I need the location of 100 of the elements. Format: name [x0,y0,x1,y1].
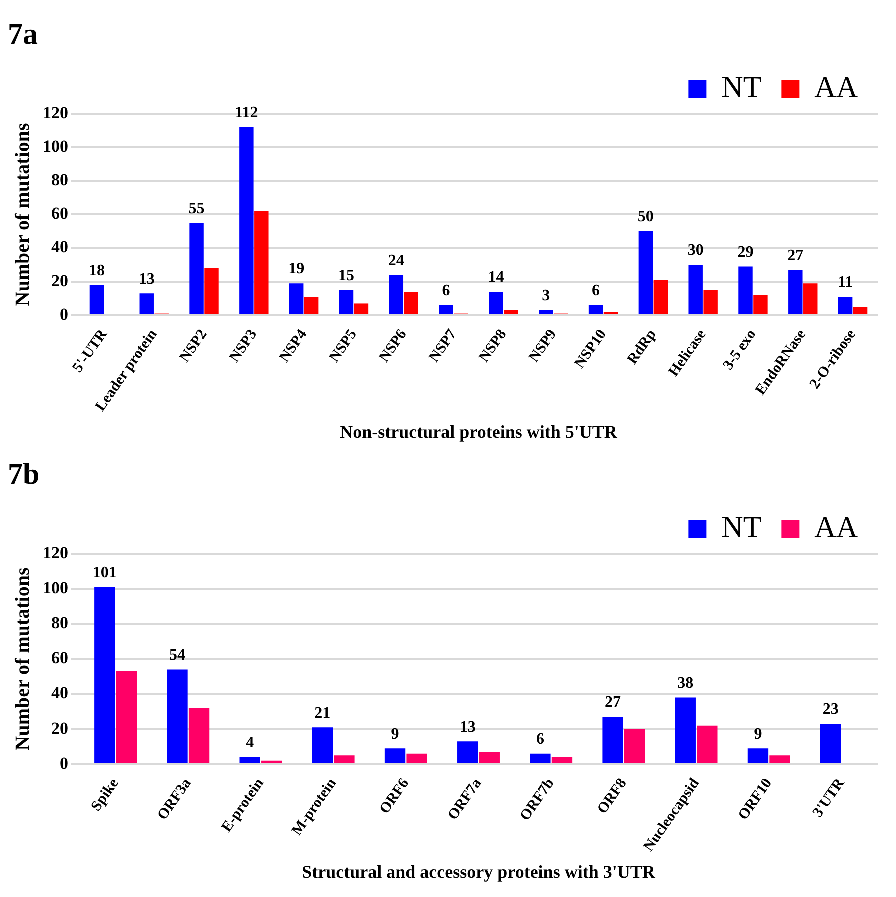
bar [334,756,355,764]
x-axis-title: Non-structural proteins with 5'UTR [340,422,618,442]
bar [188,708,210,764]
data-label: 18 [88,262,105,280]
bar [354,304,369,314]
y-tick-label: 60 [52,204,68,224]
y-tick-label: 80 [52,614,68,633]
bar [738,266,753,314]
bar [539,310,554,314]
y-axis-title: Number of mutations [12,123,34,306]
bar [90,285,104,314]
bar [853,307,868,314]
bar [820,724,842,764]
data-label: 27 [605,694,622,712]
x-axis-title: Structural and accessory proteins with 3'UTR [302,862,656,882]
bar [458,742,478,764]
bar [754,295,768,314]
bar [688,265,703,314]
bar [389,275,404,314]
bar [190,223,204,314]
data-label: 6 [536,731,544,748]
data-label: 4 [246,734,254,752]
data-label: 21 [314,704,331,722]
chart-title: 7b [8,458,40,491]
y-tick-label: 100 [43,578,68,598]
data-label: 112 [235,104,258,122]
y-tick-label: 60 [52,648,68,668]
data-label: 6 [442,282,450,300]
bar [479,752,500,764]
y-tick-label: 120 [43,103,68,122]
bar [552,757,573,764]
bar [748,748,769,764]
bar [788,270,803,314]
bar [404,292,418,314]
y-tick-label: 20 [52,271,68,290]
bar [312,728,334,764]
data-label: 24 [388,252,404,270]
bar [439,305,454,314]
bar [94,587,116,764]
bar [204,268,219,314]
y-tick-label: 0 [60,304,68,324]
data-label: 27 [788,247,804,264]
bar [304,297,319,314]
y-tick-label: 20 [52,718,68,738]
data-label: 29 [738,244,754,261]
data-label: 23 [822,701,839,718]
data-label: 14 [488,269,504,286]
bar [254,211,269,314]
data-label: 9 [391,726,400,743]
bar [489,292,504,314]
data-label: 54 [170,646,186,664]
data-label: 38 [678,674,694,692]
data-label: 50 [638,208,654,226]
data-label: 19 [288,260,305,278]
bar [654,280,668,314]
bar [384,748,406,764]
legend-label: AA [814,510,858,544]
bar [116,672,138,764]
chart-title: 7a [8,18,38,51]
bar [675,698,696,764]
data-label: 101 [92,564,117,582]
bar [240,127,254,314]
data-label: 3 [542,288,550,305]
y-tick-label: 100 [43,136,68,156]
bar [770,756,790,764]
bar [167,670,188,764]
bar [704,290,718,314]
bar [697,726,718,764]
y-tick-label: 80 [52,170,68,190]
bar [339,290,354,314]
legend-label: NT [722,510,762,544]
bar [588,305,604,314]
bar [638,232,654,314]
y-tick-label: 0 [60,754,68,773]
bar [289,284,304,314]
y-axis-title: Number of mutations [12,568,34,751]
legend-label: NT [722,70,762,104]
bar [624,729,646,764]
data-label: 6 [592,282,600,300]
bar [262,760,282,764]
data-label: 55 [188,200,205,218]
y-tick-label: 120 [43,543,68,562]
bar [838,297,853,314]
data-label: 30 [688,242,704,260]
x-tick-label: 3-5 exo [720,326,760,374]
bar [140,294,154,314]
y-tick-label: 40 [52,684,68,703]
bar [240,757,260,764]
data-label: 9 [754,726,762,743]
data-label: 13 [138,270,155,288]
bar [602,717,624,764]
bar [804,284,818,314]
data-label: 11 [838,274,854,292]
y-tick-label: 40 [52,238,68,257]
bar [530,754,551,764]
bar [406,754,428,764]
legend-label: AA [814,70,858,104]
data-label: 15 [338,267,354,284]
data-label: 13 [460,718,476,736]
bar [504,310,518,314]
